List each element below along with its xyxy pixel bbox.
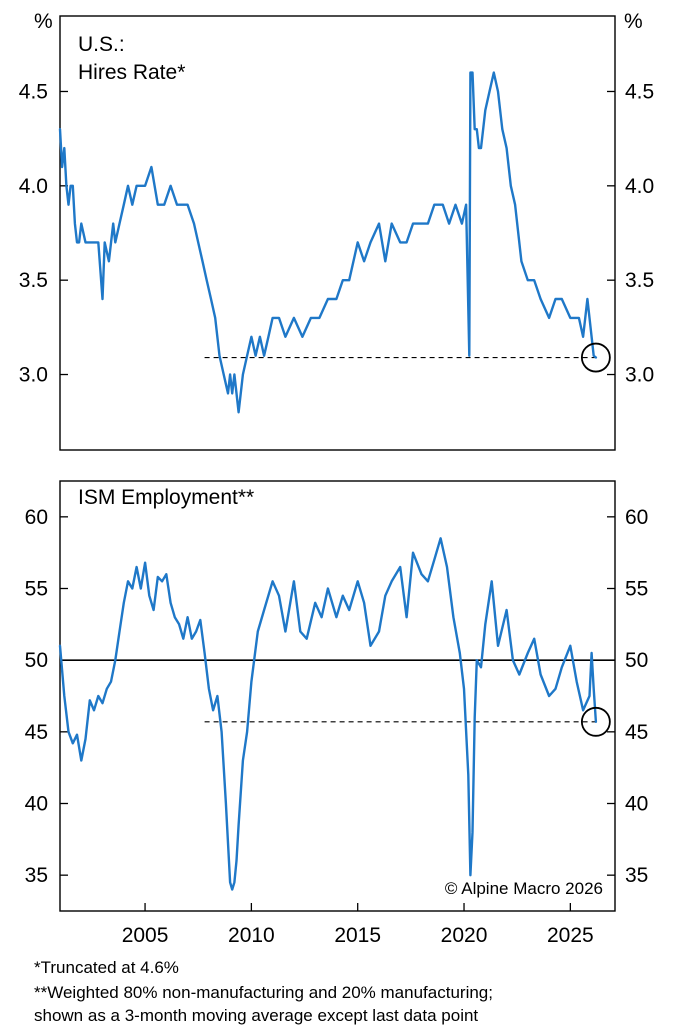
hires-rate-right-tick-label: 3.5 [625,269,654,292]
ism-employment-plot-frame [59,480,616,912]
ism-employment-left-tick-label: 60 [25,506,48,529]
hires-rate-right-tick-label: 4.0 [625,175,654,198]
ism-employment-right-tick-label: 40 [625,793,648,816]
x-tick-label: 2005 [122,924,169,947]
hires-rate-left-unit-label: % [34,10,53,33]
hires-rate-right-unit-label: % [624,10,643,33]
footnote-weighting: **Weighted 80% non-manufacturing and 20%… [34,983,493,1002]
hires-rate-right-tick-label: 4.5 [625,80,654,103]
hires-rate-left-tick-label: 3.0 [19,364,48,387]
footnote-truncated: *Truncated at 4.6% [34,958,179,977]
ism-employment-right-tick-label: 60 [625,506,648,529]
hires-rate-title: U.S.: [78,33,125,56]
ism-employment-panel: ISM Employment** 35 35 40 40 45 45 50 50 55 55 60 6… [25,480,649,947]
hires-rate-subtitle: Hires Rate* [78,61,185,84]
ism-employment-left-tick-label: 55 [25,578,48,601]
hires-rate-plot-frame [59,15,616,451]
hires-rate-panel: % % U.S.: Hires Rate* 3.0 3.0 3.5 3.5 4.0 4.0… [19,10,654,451]
ism-employment-series-line [58,537,598,891]
ism-employment-left-tick-label: 45 [25,721,48,744]
x-tick-label: 2020 [441,924,488,947]
ism-employment-left-tick-label: 40 [25,793,48,816]
hires-rate-latest-point-marker [580,342,611,373]
x-tick-label: 2025 [547,924,594,947]
hires-rate-left-tick-label: 4.5 [19,80,48,103]
hires-rate-series-line [58,71,598,414]
ism-employment-left-tick-label: 50 [25,649,48,672]
ism-employment-title: ISM Employment** [78,486,254,509]
ism-employment-y-ticks: 35 35 40 40 45 45 50 50 55 55 60 60 [25,506,649,887]
ism-employment-right-tick-label: 55 [625,578,648,601]
x-tick-label: 2010 [228,924,275,947]
x-axis-ticks: 2005 2010 2015 2020 2025 [122,903,594,947]
hires-rate-y-ticks: 3.0 3.0 3.5 3.5 4.0 4.0 4.5 4.5 [19,80,654,386]
ism-employment-right-tick-label: 50 [625,649,648,672]
ism-employment-latest-point-marker [580,706,611,737]
ism-employment-left-tick-label: 35 [25,864,48,887]
copyright-notice: © Alpine Macro 2026 [445,879,603,898]
ism-employment-right-tick-label: 35 [625,864,648,887]
hires-rate-left-tick-label: 3.5 [19,269,48,292]
footnote-moving-average: shown as a 3-month moving average except… [34,1006,479,1025]
hires-rate-right-tick-label: 3.0 [625,364,654,387]
hires-rate-left-tick-label: 4.0 [19,175,48,198]
x-tick-label: 2015 [334,924,381,947]
ism-employment-right-tick-label: 45 [625,721,648,744]
